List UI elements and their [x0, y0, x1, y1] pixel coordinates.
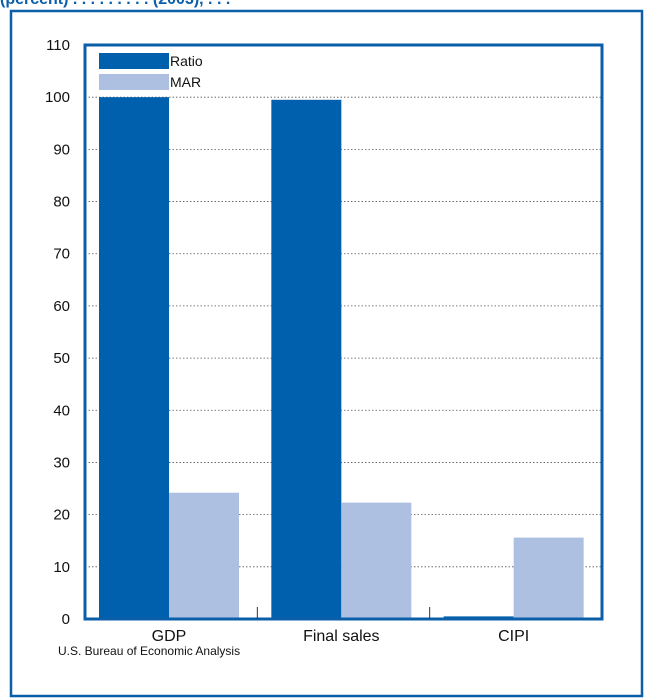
y-tick-label: 40: [53, 402, 70, 419]
y-tick-label: 10: [53, 559, 70, 576]
x-axis-labels: GDP Final sales CIPI: [152, 628, 530, 645]
y-axis-ticks: 0 10 20 30 40 50 60 70 80 90 100 110: [45, 37, 70, 628]
legend-label-mar: MAR: [170, 74, 201, 90]
y-tick-label: 20: [53, 507, 70, 524]
x-axis-ticks: [256, 607, 431, 619]
legend: Ratio MAR: [99, 53, 203, 90]
y-tick-label: 0: [62, 611, 70, 628]
y-tick-label: 110: [46, 37, 70, 54]
bar-ratio-gdp: [99, 97, 169, 619]
source-note: U.S. Bureau of Economic Analysis: [58, 644, 240, 658]
y-tick-label: 70: [53, 246, 70, 263]
bars: [99, 97, 584, 620]
y-tick-label: 50: [53, 350, 70, 367]
y-tick-label: 90: [53, 141, 70, 158]
plot-frame: [83, 43, 604, 621]
y-tick-label: 100: [45, 89, 70, 106]
plot-area: 0 10 20 30 40 50 60 70 80 90 100 110 GDP Final sales…: [45, 37, 604, 645]
bar-mar-gdp: [169, 492, 239, 619]
x-category-label: CIPI: [498, 628, 529, 645]
chart-title-fragment: (percent) . . . . . . . . . (2003), . . …: [0, 0, 230, 8]
y-tick-label: 60: [53, 298, 70, 315]
legend-swatch-ratio: [99, 53, 169, 69]
y-tick-label: 30: [53, 454, 70, 471]
x-category-label: GDP: [152, 628, 187, 645]
x-category-label: Final sales: [303, 628, 379, 645]
outer-border: [9, 9, 644, 698]
y-tick-label: 80: [53, 194, 70, 211]
bar-mar-final-sales: [341, 502, 412, 619]
legend-label-ratio: Ratio: [170, 53, 203, 69]
bar-mar-cipi: [513, 537, 584, 619]
legend-swatch-mar: [99, 74, 169, 90]
bar-ratio-final-sales: [271, 99, 342, 620]
